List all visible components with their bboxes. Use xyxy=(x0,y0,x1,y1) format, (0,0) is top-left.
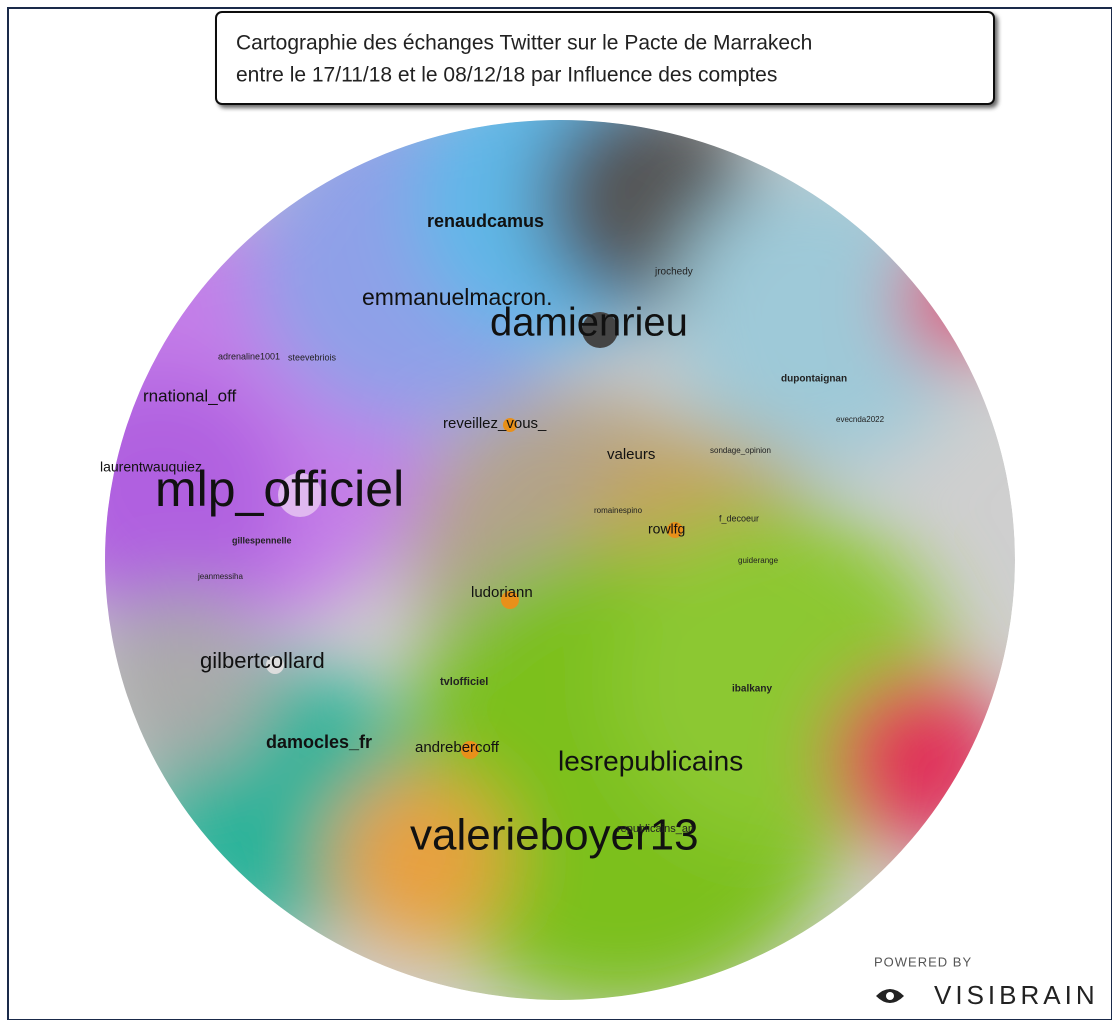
node-label: lesrepublicains xyxy=(558,745,743,776)
node-label: reveillez_vous_ xyxy=(443,415,547,432)
title-line: Cartographie des échanges Twitter sur le… xyxy=(236,32,812,55)
node-label: valerieboyer13 xyxy=(410,811,699,860)
node-label: laurentwauquiez xyxy=(100,459,202,475)
node-label: rnational_off xyxy=(143,386,237,405)
node-label: rowlfg xyxy=(648,521,685,537)
node-label: gillespennelle xyxy=(232,535,292,545)
node-label: jeanmessiha xyxy=(197,572,243,581)
node-label: ludoriann xyxy=(471,584,533,601)
node-label: valeurs xyxy=(607,446,655,463)
node-labels: mlp_officiel damienrieu valerieboyer13 lesr… xyxy=(100,211,885,860)
node-label: renaudcamus xyxy=(427,211,544,231)
node-label: republicains_an xyxy=(617,823,694,835)
powered-by: POWERED BY xyxy=(874,954,972,969)
node-label: emmanuelmacron. xyxy=(362,284,552,310)
node-label: romainespino xyxy=(594,506,643,515)
title-box xyxy=(215,11,995,105)
node-label: damocles_fr xyxy=(266,732,372,752)
node-label: andrebercoff xyxy=(415,739,500,756)
brand-name: VISIBRAIN xyxy=(934,980,1099,1010)
title-line: entre le 17/11/18 et le 08/12/18 par Inf… xyxy=(236,64,777,87)
node-label: sondage_opinion xyxy=(710,446,771,455)
node-label: ibalkany xyxy=(732,684,772,695)
node-label: mlp_officiel xyxy=(155,461,404,517)
node-label: guiderange xyxy=(738,556,779,565)
node-label: gilbertcollard xyxy=(200,648,325,673)
brand-logo xyxy=(876,989,904,1003)
node-label: f_decoeur xyxy=(719,513,759,523)
node-label: evecnda2022 xyxy=(836,415,885,424)
node-label: tvlofficiel xyxy=(440,676,488,688)
node-label: adrenaline1001 xyxy=(218,351,280,361)
node-label: steevebriois xyxy=(288,352,337,362)
node-label: damienrieu xyxy=(490,301,688,345)
node-label: dupontaignan xyxy=(781,374,847,385)
node-label: jrochedy xyxy=(654,267,693,278)
